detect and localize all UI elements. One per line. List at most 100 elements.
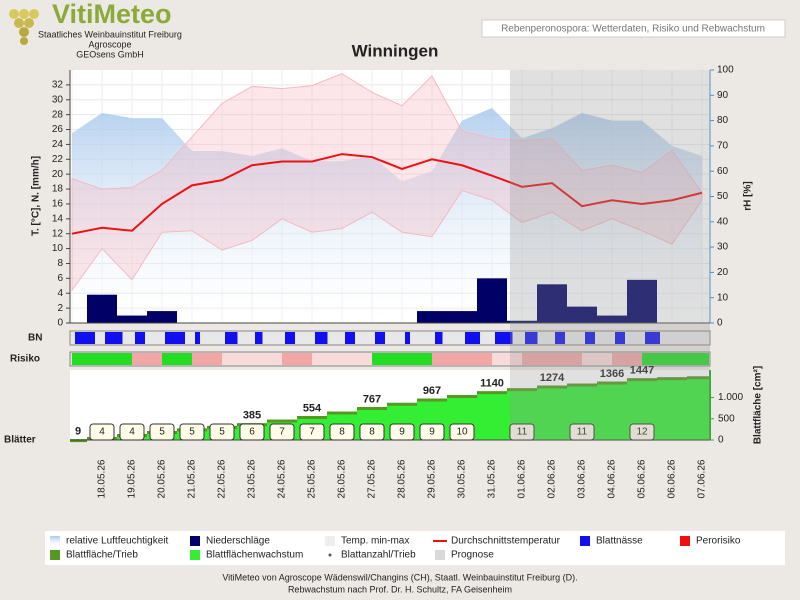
leaf-count: 8 [339,427,345,438]
leaf-count-box [509,423,535,441]
leaf-count-box [149,423,175,441]
leaf-count: 12 [636,427,648,438]
y-tick-label: 2 [57,303,63,314]
leaf-count-box [569,423,595,441]
legend-box [45,531,785,565]
risk-cell [612,353,642,365]
legend-swatch [328,553,332,557]
y-tick-label: 6 [57,273,63,284]
leaf-wetness [225,332,238,344]
legend-label: Prognose [451,550,494,561]
leaf-area-label: 385 [243,410,261,422]
leaf-count: 10 [456,427,468,438]
x-tick-label: 22.05.26 [217,459,228,498]
y2-tick-label: 40 [717,216,729,227]
risk-cell [462,353,492,365]
footer: Rebwachstum nach Prof. Dr. H. Schultz, F… [288,584,512,594]
leaf-count: 5 [189,427,195,438]
leaf-wetness [585,332,595,344]
precip-bar [477,278,507,323]
legend-label: relative Luftfeuchtigkeit [66,536,169,547]
precip-bar [627,279,657,323]
leaf-count: 5 [219,427,225,438]
y2-tick-label: 60 [717,166,729,177]
y-tick-label: 16 [52,199,64,210]
x-tick-label: 30.05.26 [457,459,468,498]
leaf-count: 7 [279,427,285,438]
x-tick-label: 25.05.26 [307,459,318,498]
leaf-wetness [555,332,565,344]
risk-cell [282,353,312,365]
risk-cell [162,353,192,365]
bn-label: BN [28,333,42,344]
y-tick-label: 26 [52,124,64,135]
legend-label: Durchschnittstemperatur [451,536,561,547]
chart-title: Winningen [352,41,439,60]
leaf-count-box [449,423,475,441]
y2-tick-label: 80 [717,115,729,126]
leaf-area-step [537,385,567,440]
x-tick-label: 31.05.26 [487,459,498,498]
leaf-count: 5 [159,427,165,438]
leaf-area-label: 1140 [480,378,504,390]
risk-cell [432,353,462,365]
leaf-count: 9 [429,427,435,438]
y2-tick-label: 10 [717,292,729,303]
leaf-count: 6 [249,427,255,438]
leaf-wetness [615,332,625,344]
leaf-count: 4 [99,427,105,438]
leaf-wetness [195,332,200,344]
y2-tick-label: 30 [717,242,729,253]
leaf-area-label: 1447 [630,365,654,377]
y2-tick-label: 0 [717,318,723,329]
y-tick-label: 0 [57,318,63,329]
leaf-wetness [135,332,145,344]
leaf-wetness [465,332,480,344]
y-tick-label: 30 [52,94,64,105]
legend-swatch [435,550,445,560]
x-tick-label: 06.06.26 [667,459,678,498]
brand: VitiMeteo [52,0,172,29]
precip-bar [537,284,567,323]
leaf-wetness [105,332,123,344]
leaf-count-box [239,423,265,441]
y-tick-label: 12 [52,228,64,239]
legend-swatch [50,550,60,560]
y-tick-label: 14 [52,213,64,224]
risk-cell [492,353,522,365]
x-tick-label: 18.05.26 [97,459,108,498]
leaf-count: 8 [369,427,375,438]
org: Staatliches Weinbauinstitut Freiburg [38,29,182,39]
risk-cell [672,353,702,365]
y2-axis-title: rH [%] [743,181,754,210]
legend-swatch [680,536,690,546]
y2-tick-label: 70 [717,141,729,152]
temp-range [71,73,703,292]
legend-swatch [50,536,60,546]
y-tick-label: 28 [52,109,64,120]
leaf-area-label: 1274 [540,372,565,384]
precip-bar [87,294,117,323]
leaf-wetness [435,332,443,344]
y2-tick-label: 90 [717,90,729,101]
risk-label: Risiko [10,354,40,365]
org: Agroscope [88,39,131,49]
risk-cell [552,353,582,365]
legend-label: Temp. min-max [341,536,409,547]
legend-label: Blattanzahl/Trieb [341,550,416,561]
leaf-count-box [269,423,295,441]
leaf-count: 11 [517,427,528,438]
leaf-wetness [255,332,263,344]
legend-label: Niederschläge [206,536,270,547]
area-axis-title: Blattfläche [cm²] [753,366,764,444]
leaf-wetness [315,332,328,344]
leaf-count: 4 [129,427,135,438]
x-tick-label: 02.06.26 [547,459,558,498]
risk-cell [402,353,432,365]
x-tick-label: 21.05.26 [187,459,198,498]
y-tick-label: 18 [52,184,64,195]
y-tick-label: 22 [52,154,64,165]
x-tick-label: 03.06.26 [577,459,588,498]
precip-bar [597,315,627,323]
